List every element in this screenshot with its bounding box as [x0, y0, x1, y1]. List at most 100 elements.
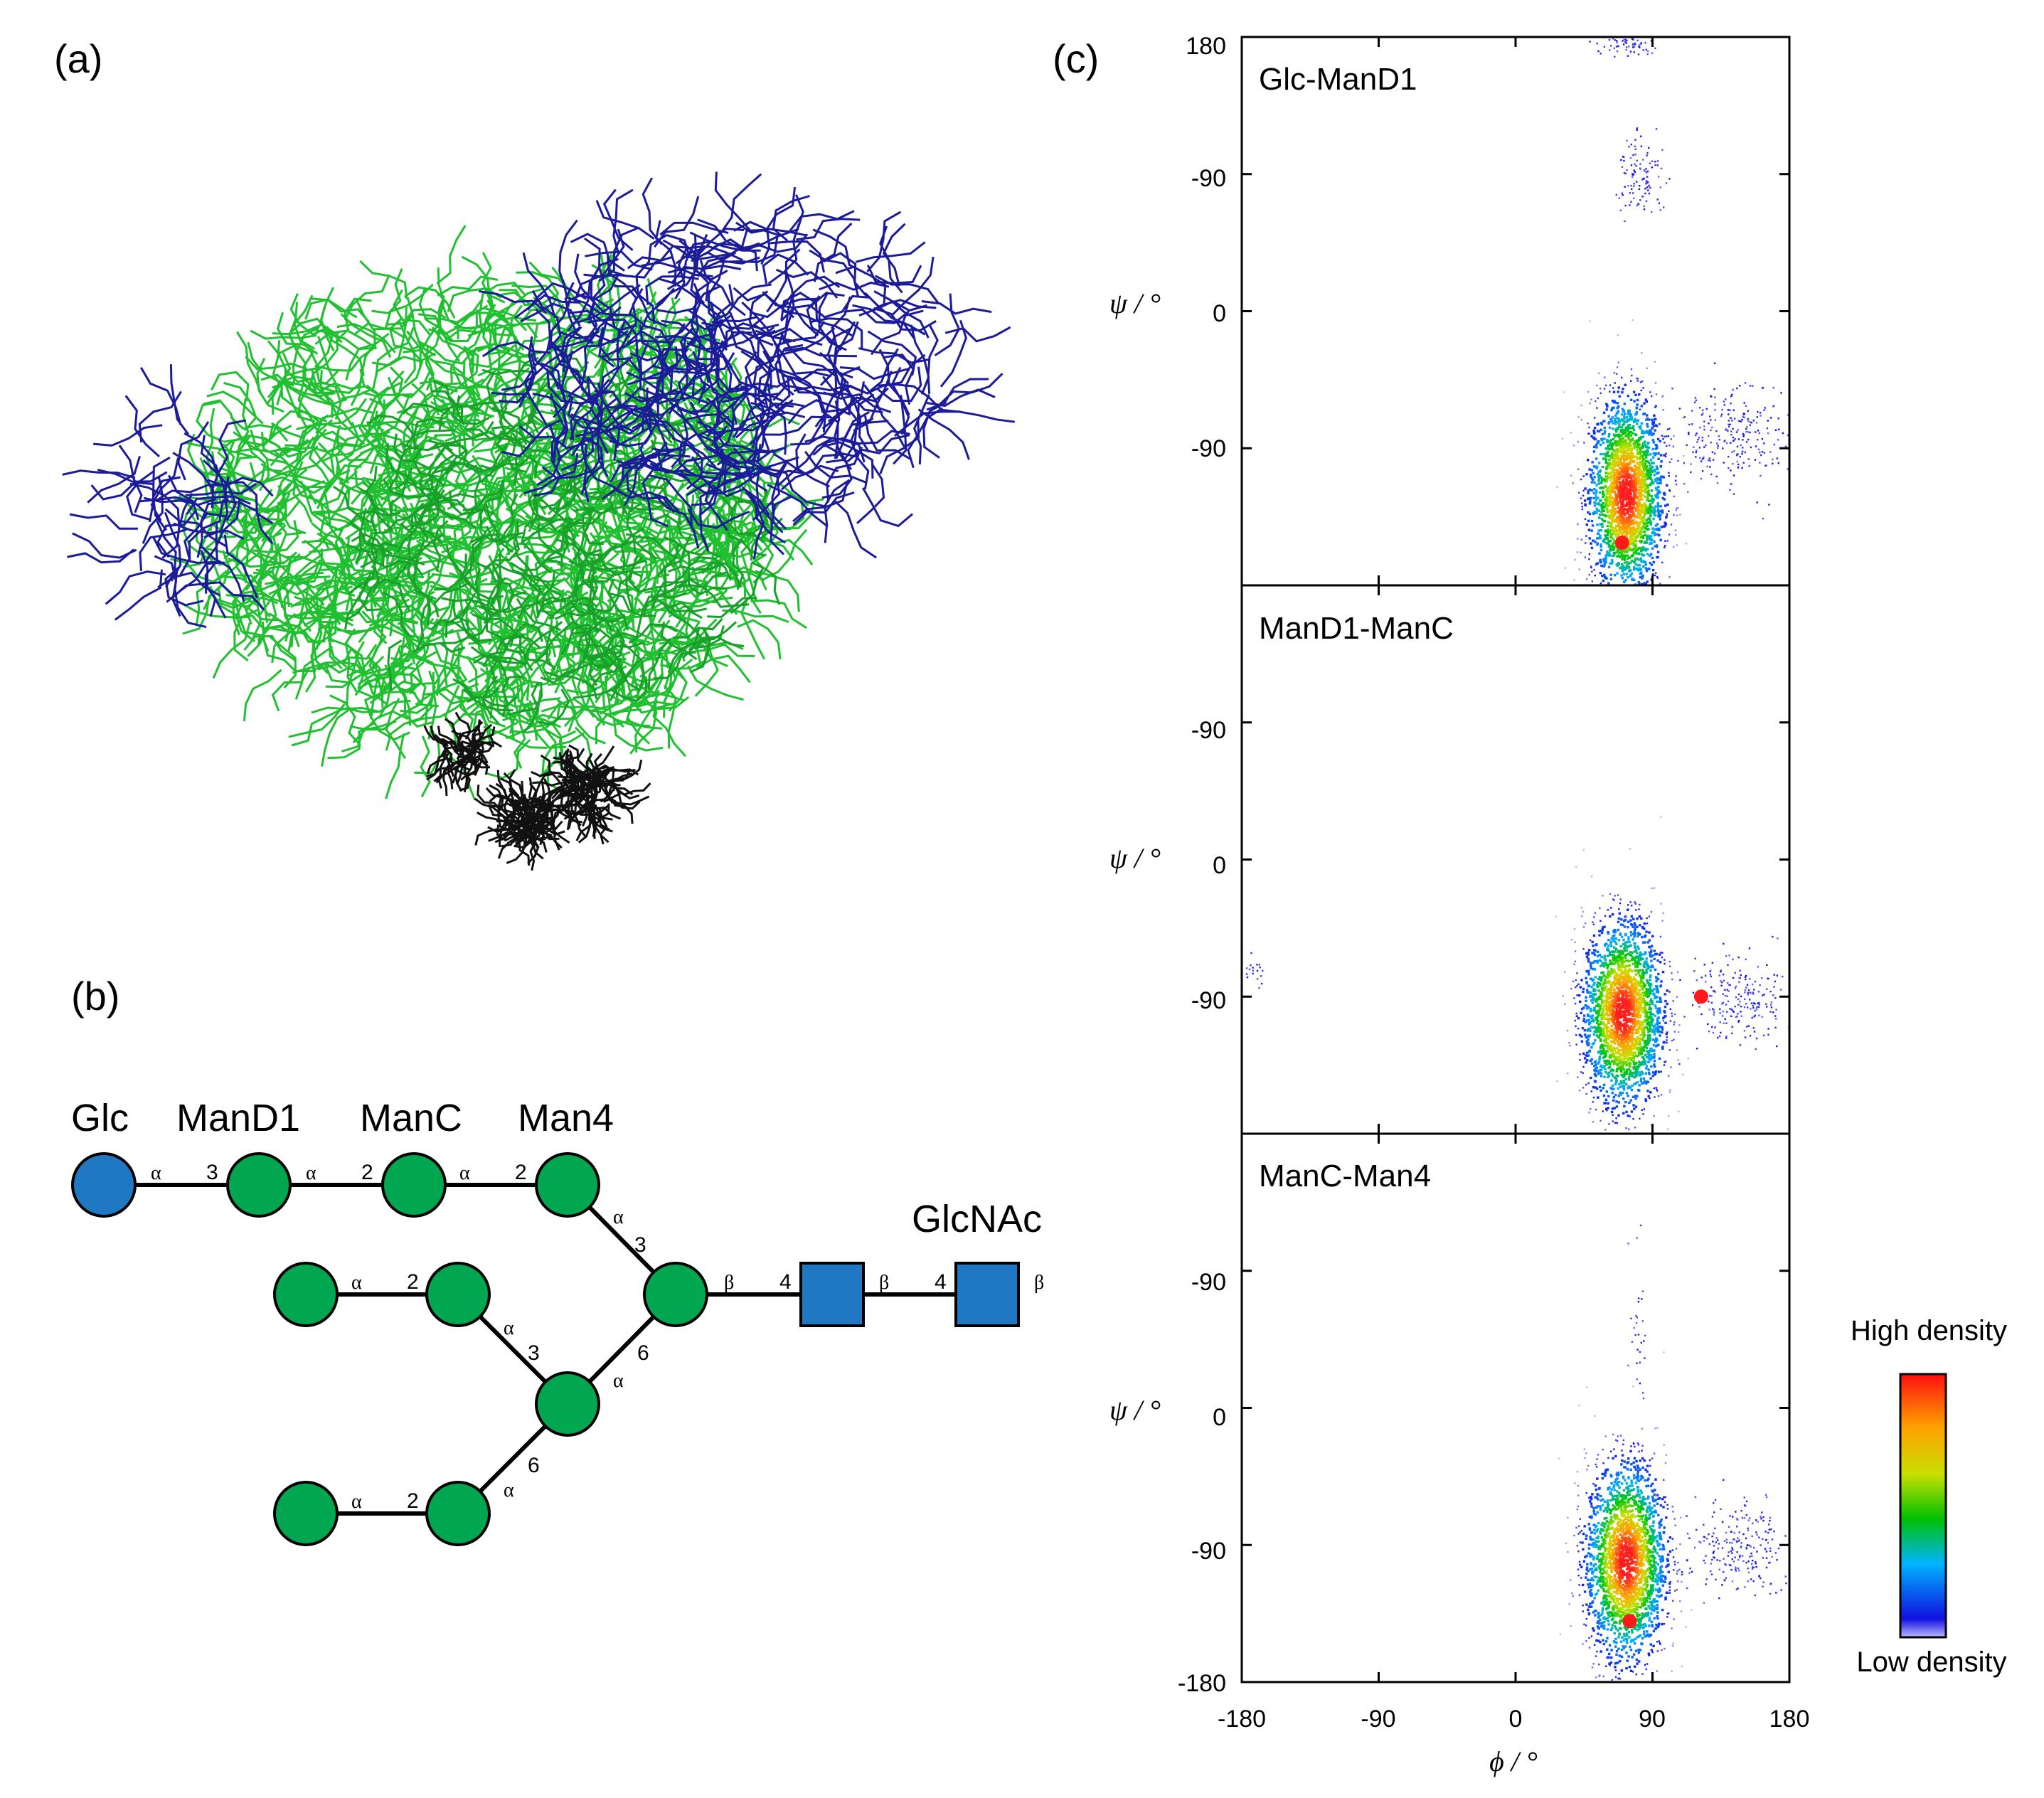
scatter-point — [1596, 502, 1599, 505]
scatter-point — [1622, 423, 1624, 426]
conformer-bond — [706, 397, 735, 454]
scatter-point — [1606, 514, 1609, 517]
residue-name-manc: ManC — [360, 1097, 462, 1139]
scatter-point — [1639, 456, 1641, 459]
conformer-bond — [289, 293, 329, 336]
scatter-point — [1607, 659, 1608, 661]
scatter-point — [1592, 496, 1595, 500]
conformer-bond — [587, 376, 635, 433]
conformer-bond — [488, 805, 519, 828]
scatter-point — [1646, 453, 1649, 456]
conformer-bond — [345, 642, 360, 706]
scatter-point — [1621, 503, 1624, 506]
conformer-bond — [346, 541, 399, 554]
conformer-bond — [745, 491, 765, 560]
scatter-point — [1623, 558, 1627, 561]
scatter-point — [1773, 443, 1776, 446]
conformer-bond — [299, 582, 333, 632]
scatter-point — [1711, 451, 1714, 453]
scatter-point — [1578, 568, 1580, 570]
conformer-bond — [470, 646, 509, 684]
scatter-point — [1734, 417, 1736, 420]
scatter-point — [1648, 184, 1650, 187]
scatter-point — [1610, 533, 1614, 536]
scatter-point — [1656, 577, 1659, 579]
scatter-point — [1618, 442, 1621, 446]
scatter-point — [1710, 395, 1713, 398]
scatter-point — [1652, 560, 1655, 564]
scatter-point — [1732, 436, 1735, 439]
conformer-bond — [319, 382, 383, 398]
scatter-point — [1627, 413, 1630, 415]
scatter-point — [1623, 474, 1626, 477]
scatter-point — [1633, 443, 1636, 447]
scatter-point — [1703, 425, 1705, 427]
conformer-bond — [501, 419, 562, 457]
scatter-point — [1649, 471, 1651, 474]
scatter-point — [1745, 427, 1747, 430]
scatter-point — [1664, 522, 1668, 526]
scatter-point — [1626, 561, 1629, 564]
conformer-bond — [698, 321, 728, 361]
scatter-point — [1619, 462, 1622, 464]
scatter-point — [1619, 511, 1622, 514]
scatter-point — [1633, 482, 1636, 486]
conformer-bond — [430, 390, 466, 426]
scatter-point — [1639, 473, 1642, 476]
scatter-point — [1651, 395, 1653, 398]
scatter-point — [1640, 405, 1643, 408]
scatter-point — [1732, 427, 1734, 430]
scatter-point — [1674, 529, 1677, 531]
scatter-point — [1583, 442, 1585, 444]
scatter-point — [1654, 574, 1656, 577]
conformer-bond — [154, 555, 181, 617]
conformer-bond — [204, 499, 241, 563]
conformer-bond — [688, 556, 732, 581]
scatter-point — [1606, 492, 1609, 495]
scatter-point — [1622, 573, 1626, 575]
scatter-point — [1623, 476, 1626, 479]
scatter-point — [1665, 435, 1668, 437]
scatter-point — [1658, 534, 1661, 537]
scatter-point — [1629, 495, 1632, 499]
conformer-bond — [419, 493, 474, 511]
scatter-point — [1628, 504, 1631, 506]
scatter-point — [1626, 458, 1629, 461]
scatter-point — [1639, 43, 1641, 46]
scatter-point — [1614, 551, 1617, 554]
scatter-point — [1599, 392, 1602, 394]
linkage-position: 2 — [407, 1489, 419, 1513]
scatter-point — [1614, 444, 1618, 447]
scatter-point — [1639, 550, 1643, 553]
conformer-bond — [934, 293, 961, 356]
scatter-point — [1612, 457, 1615, 460]
scatter-point — [1597, 1003, 1599, 1006]
scatter-point — [1619, 607, 1620, 608]
scatter-point — [1632, 494, 1635, 497]
conformer-bond — [716, 446, 787, 466]
conformer-bond — [244, 436, 267, 492]
scatter-point — [1657, 528, 1661, 531]
scatter-point — [1634, 552, 1637, 555]
scatter-point — [1639, 167, 1641, 169]
scatter-point — [1639, 474, 1641, 477]
conformer-bond — [481, 368, 538, 376]
scatter-point — [1757, 448, 1760, 451]
conformer-bond — [748, 290, 774, 346]
scatter-point — [1614, 690, 1616, 691]
scatter-point — [1651, 470, 1654, 473]
scatter-point — [1600, 486, 1603, 489]
scatter-point — [1629, 398, 1633, 401]
conformer-bond — [271, 666, 311, 712]
scatter-point — [1671, 458, 1673, 460]
scatter-point — [1624, 481, 1627, 484]
scatter-point — [1611, 560, 1614, 564]
scatter-point — [1653, 531, 1656, 535]
conformer-bond — [201, 581, 265, 611]
scatter-point — [1624, 526, 1627, 529]
scatter-point — [1606, 552, 1609, 555]
conformer-bond — [771, 462, 787, 530]
conformer-bond — [200, 435, 229, 501]
scatter-point — [1603, 426, 1606, 430]
scatter-point — [1648, 511, 1651, 514]
